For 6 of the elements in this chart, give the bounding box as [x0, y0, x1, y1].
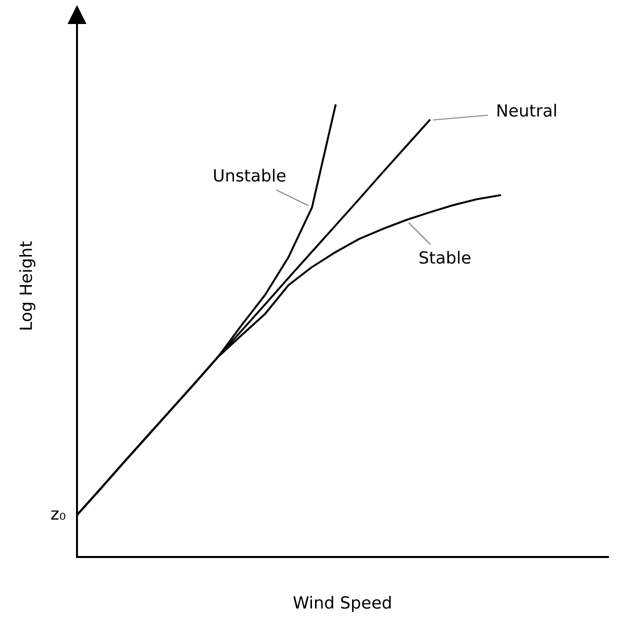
series-label: Unstable	[214, 168, 286, 182]
annotation: z₀	[51, 510, 66, 520]
y-axis-title: Log Height	[19, 241, 36, 330]
text: Neutral	[498, 104, 556, 117]
x-axis-title: Wind Speed	[293, 596, 391, 612]
text: Stable	[420, 250, 470, 264]
